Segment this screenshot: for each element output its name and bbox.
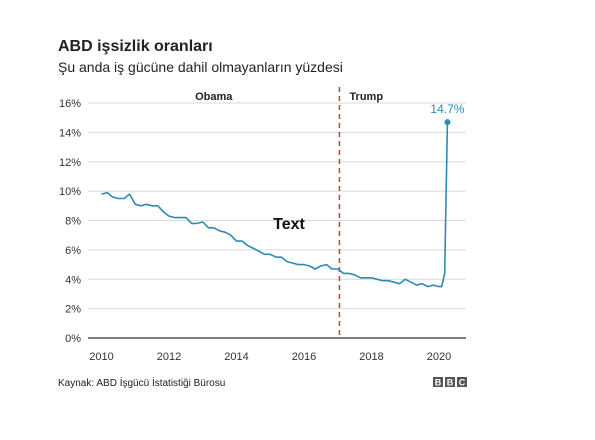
y-tick-label: 16% bbox=[59, 98, 81, 110]
x-tick-label: 2020 bbox=[427, 351, 451, 363]
svg-text:B: B bbox=[447, 378, 454, 388]
svg-text:B: B bbox=[435, 378, 442, 388]
source-note: Kaynak: ABD İşgücü İstatistiği Bürosu bbox=[58, 376, 225, 389]
y-tick-label: 8% bbox=[65, 216, 81, 228]
x-tick-label: 2010 bbox=[89, 351, 113, 363]
x-tick-label: 2016 bbox=[292, 351, 316, 363]
chart-title: ABD işsizlik oranları bbox=[58, 38, 213, 55]
y-tick-label: 4% bbox=[65, 274, 81, 286]
chart-subtitle: Şu anda iş gücüne dahil olmayanların yüz… bbox=[58, 59, 343, 75]
end-value-label: 14.7% bbox=[430, 102, 464, 116]
y-tick-label: 12% bbox=[59, 157, 81, 169]
grid-lines bbox=[88, 102, 466, 310]
x-tick-label: 2018 bbox=[359, 351, 383, 363]
bbc-logo: B B C bbox=[433, 377, 467, 388]
period-label: Obama bbox=[195, 91, 233, 103]
end-value-marker bbox=[444, 119, 451, 126]
period-labels: Obama Trump bbox=[195, 91, 383, 103]
y-tick-label: 6% bbox=[65, 245, 81, 257]
y-tick-label: 14% bbox=[59, 127, 81, 139]
x-axis-ticks: 2010 2012 2014 2016 2018 2020 bbox=[89, 351, 451, 363]
chart-annotation: Text bbox=[273, 216, 305, 233]
y-tick-label: 10% bbox=[59, 186, 81, 198]
period-label: Trump bbox=[349, 91, 383, 103]
y-tick-label: 0% bbox=[65, 333, 81, 345]
x-tick-label: 2014 bbox=[224, 351, 248, 363]
unemployment-series-line bbox=[101, 122, 449, 288]
svg-text:C: C bbox=[459, 378, 466, 388]
y-axis-ticks: 0% 2% 4% 6% 8% 10% 12% 14% 16% bbox=[59, 98, 81, 345]
y-tick-label: 2% bbox=[65, 304, 81, 316]
x-tick-label: 2012 bbox=[157, 351, 181, 363]
